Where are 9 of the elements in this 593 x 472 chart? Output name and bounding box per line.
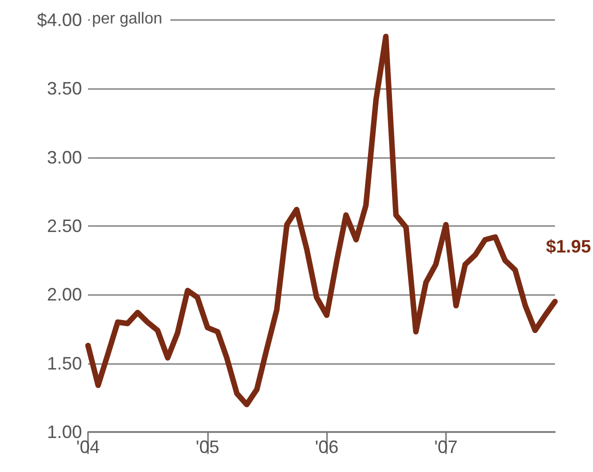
y-tick-label: 3.00 — [46, 147, 82, 168]
y-tick-label: 2.50 — [46, 216, 82, 236]
annotation: $1.95 — [546, 236, 592, 257]
y-axis-title: per gallon — [92, 10, 162, 28]
y-tick-label: 1.50 — [46, 353, 82, 374]
y-tick-label: 2.00 — [46, 284, 82, 305]
y-tick-label: 1.00 — [46, 422, 82, 442]
y-tick-label: $4.00 — [36, 10, 82, 30]
y-tick-label: 3.50 — [46, 78, 82, 99]
